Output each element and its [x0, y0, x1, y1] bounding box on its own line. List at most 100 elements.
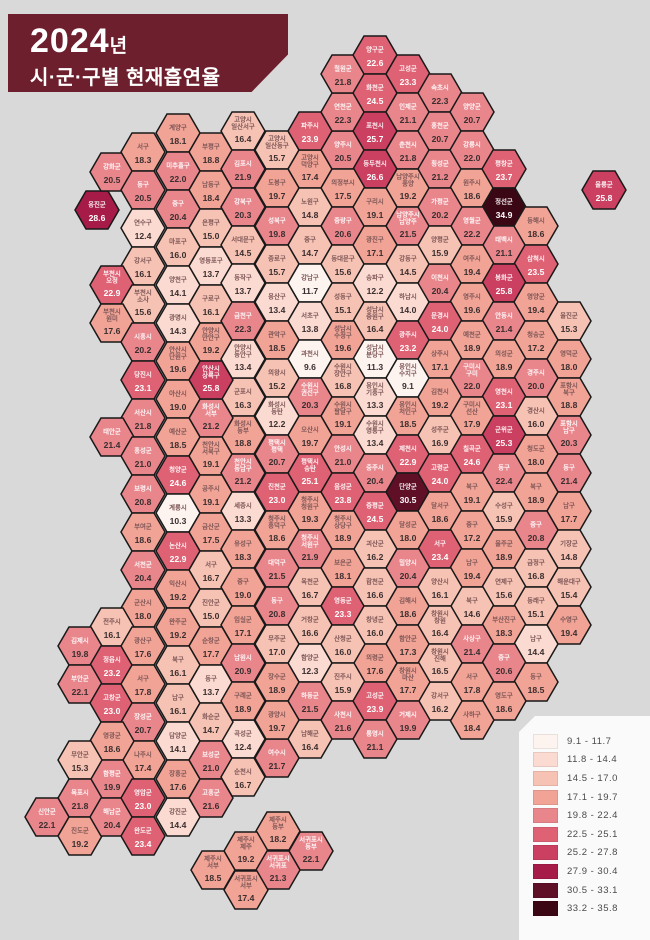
hex-region-name: 보은군 [334, 558, 352, 567]
hex-울주군[interactable]: 울주군 18.9 [481, 529, 527, 569]
hex-양산시[interactable]: 양산시 16.1 [417, 567, 463, 607]
hex-shape[interactable] [120, 208, 166, 248]
hex-region-name: 공주시 [202, 485, 220, 493]
hex-양평군[interactable]: 양평군 15.9 [417, 225, 463, 265]
hex-region-name: 파주시 [301, 121, 319, 130]
hex-region-name: 강동구 [399, 254, 417, 263]
hex-구례군[interactable]: 구례군 18.9 [220, 681, 266, 721]
hex-순천시[interactable]: 순천시 16.7 [220, 757, 266, 797]
hex-value: 23.2 [400, 343, 417, 353]
hex-shape[interactable] [120, 816, 166, 856]
hex-region-name: 동구 [205, 675, 217, 683]
hex-value: 17.7 [203, 649, 220, 659]
hex-value: 18.6 [135, 535, 152, 545]
hex-상주시[interactable]: 상주시 17.1 [417, 339, 463, 379]
hex-shape[interactable] [120, 512, 166, 552]
hex-value: 15.0 [203, 231, 220, 241]
hex-value: 25.8 [203, 383, 220, 393]
hex-region-name: 함평군 [103, 769, 121, 778]
hex-김포시[interactable]: 김포시 21.9 [220, 149, 266, 189]
hex-shape[interactable] [581, 170, 627, 210]
hex-부여군[interactable]: 부여군 18.6 [120, 512, 166, 552]
hex-region-name: 칠곡군 [463, 444, 481, 453]
hex-shape[interactable] [223, 870, 269, 910]
hex-value: 18.0 [561, 362, 578, 372]
hex-shape[interactable] [255, 850, 301, 890]
hex-value: 23.5 [528, 267, 545, 277]
hex-구리시[interactable]: 구리시 19.1 [352, 187, 398, 227]
hex-영암군[interactable]: 영암군 23.0 [120, 778, 166, 818]
hex-value: 20.9 [235, 666, 252, 676]
hex-연수구[interactable]: 연수구 12.4 [120, 208, 166, 248]
hex-shape[interactable] [220, 339, 266, 379]
hex-광산구[interactable]: 광산구 17.6 [120, 626, 166, 666]
hex-value: 16.4 [302, 742, 319, 752]
hex-region-name: 북구 [563, 388, 575, 397]
hex-value: 16.5 [432, 666, 449, 676]
hex-평창군[interactable]: 평창군 23.7 [481, 149, 527, 189]
hex-서천군[interactable]: 서천군 20.4 [120, 550, 166, 590]
hex-region-name: 해운대구 [557, 577, 581, 586]
hex-신안군[interactable]: 신안군 22.1 [24, 797, 70, 837]
hex-합천군[interactable]: 합천군 16.6 [352, 567, 398, 607]
hex-홍성군[interactable]: 홍성군 21.0 [120, 436, 166, 476]
hex-region-name: 부천시 [134, 288, 152, 297]
hex-당진시[interactable]: 당진시 23.1 [120, 360, 166, 400]
hex-거제시[interactable]: 거제시 19.9 [385, 700, 431, 740]
hex-shape[interactable] [254, 700, 300, 740]
legend-range-label: 17.1 - 19.7 [567, 791, 618, 803]
hex-진도군[interactable]: 진도군 19.2 [57, 816, 103, 856]
hex-value: 17.6 [104, 326, 121, 336]
hex-shape[interactable] [220, 681, 266, 721]
hex-보령시[interactable]: 보령시 20.8 [120, 474, 166, 514]
hex-아산시[interactable]: 아산시 19.0 [155, 379, 201, 419]
hex-region-name: 미추홀구 [166, 161, 190, 170]
hex-region-name: 전주시 [103, 617, 121, 626]
hex-region-name: 청주시 [301, 495, 319, 504]
hex-value: 19.7 [302, 438, 319, 448]
hex-region-name: 인제군 [399, 102, 417, 111]
hex-울릉군[interactable]: 울릉군 25.8 [581, 170, 627, 210]
hex-금천구[interactable]: 금천구 22.3 [220, 301, 266, 341]
hex-통영시[interactable]: 통영시 21.1 [352, 719, 398, 759]
hex-고성군[interactable]: 고성군 23.9 [352, 681, 398, 721]
hex-안성시[interactable]: 안성시 21.0 [320, 434, 366, 474]
hex-region-name: 부평구 [202, 142, 220, 151]
hex-사하구[interactable]: 사하구 18.4 [449, 700, 495, 740]
hex-강진군[interactable]: 강진군 14.4 [155, 797, 201, 837]
hex-region-name: 영암군 [134, 788, 152, 797]
hex-shape[interactable] [120, 360, 166, 400]
hex-예산군[interactable]: 예산군 18.5 [155, 417, 201, 457]
hex-광양시[interactable]: 광양시 19.7 [254, 700, 300, 740]
hex-region-name: 평택시 [301, 457, 319, 466]
hex-고령군[interactable]: 고령군 24.0 [417, 453, 463, 493]
hex-완도군[interactable]: 완도군 23.4 [120, 816, 166, 856]
hex-옹진군[interactable]: 옹진군 28.6 [74, 190, 120, 230]
hex-세종시[interactable]: 세종시 13.3 [220, 491, 266, 531]
hex-region-name: 함양군 [301, 653, 319, 662]
hex-shape[interactable] [417, 225, 463, 265]
hex-shape[interactable] [120, 474, 166, 514]
hex-shape[interactable] [385, 700, 431, 740]
hex-value: 15.3 [72, 763, 89, 773]
hex-shape[interactable] [74, 190, 120, 230]
hex-도봉구[interactable]: 도봉구 19.7 [254, 168, 300, 208]
hex-shape[interactable] [120, 550, 166, 590]
hex-shape[interactable] [220, 757, 266, 797]
hex-value: 17.2 [464, 533, 481, 543]
hex-value: 14.4 [170, 820, 187, 830]
hex-옥천군[interactable]: 옥천군 16.7 [287, 567, 333, 607]
hex-region-name: 청양군 [169, 465, 187, 474]
